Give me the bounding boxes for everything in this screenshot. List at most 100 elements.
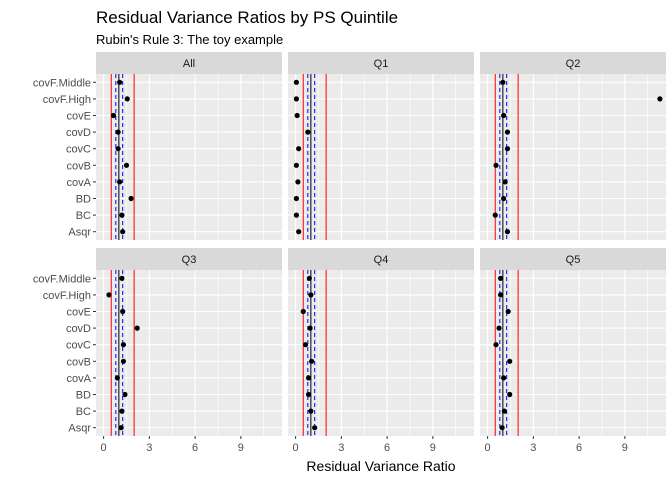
data-point-covF.Middle [117,79,123,85]
data-point-covD [496,325,502,331]
data-point-covA [501,375,507,381]
data-point-covF.High [657,96,663,102]
data-point-covA [502,179,508,185]
y-tick-label: covF.Middle [33,273,91,285]
x-tick-label: 0 [293,442,299,454]
y-tick-label: covE [67,307,91,319]
x-tick-label: 3 [530,442,536,454]
panel-q3: Q3 Asqr BC BD covA covB covC covD covE covF.High c… [33,248,282,454]
y-tick-label: BD [76,390,91,402]
data-point-Asqr [499,425,505,431]
x-tick-label: 9 [430,442,436,454]
panel-strip [480,52,666,74]
y-tick-label: BC [76,210,91,222]
x-tick-label: 0 [101,442,107,454]
data-point-covA [117,179,123,185]
data-point-covD [305,129,311,135]
y-tick-label: covE [67,111,91,123]
data-point-BC [501,408,507,414]
panel-strip-label: Q5 [566,254,581,266]
x-tick-label: 6 [192,442,198,454]
y-tick-label: BD [76,194,91,206]
panel-q1: Q1 [288,52,474,240]
panel-background [288,74,474,240]
data-point-covE [505,308,511,315]
data-point-covB [309,358,315,364]
y-tick-label: Asqr [68,423,91,435]
panel-background [480,270,666,436]
panel-strip-label: Q2 [566,58,581,70]
data-point-covF.High [124,96,130,102]
panel-strip [288,248,474,270]
data-point-covC [120,342,127,348]
data-point-covB [123,162,130,168]
y-tick-label: Asqr [68,227,91,239]
y-tick-label: covF.High [43,290,91,302]
data-point-BD [122,391,128,398]
y-tick-label: covA [67,177,92,189]
panel-q4: Q4 0 3 6 9 [288,248,474,454]
panel-background [288,270,474,436]
y-tick-label: covC [66,340,91,352]
panel-strip [96,52,282,74]
data-point-covA [114,375,120,381]
y-tick-label: covF.Middle [33,77,91,89]
data-point-covD [134,325,140,331]
y-tick-label: BC [76,406,91,418]
data-point-covE [120,308,126,315]
data-point-covE [110,112,117,119]
data-point-covF.High [497,292,504,298]
panel-strip-label: All [183,58,195,70]
data-point-covB [120,358,127,364]
y-tick-label: covA [67,373,92,385]
panel-q2: Q2 [480,52,666,240]
data-point-covF.Middle [500,79,506,85]
y-tick-label: covF.High [43,94,91,106]
x-tick-label: 9 [622,442,628,454]
data-point-covD [115,129,121,135]
data-point-covB [507,358,513,364]
panel-all: All Asqr BC BD covA covB covC covD covE covF.High… [33,52,282,240]
data-point-covC [493,342,499,348]
chart-subtitle: Rubin's Rule 3: The toy example [96,32,283,47]
data-point-covF.Middle [497,275,504,281]
data-point-BD [507,391,513,398]
data-point-BC [492,212,498,218]
data-point-covC [302,342,309,348]
data-point-covE [501,112,507,119]
x-tick-label: 6 [576,442,582,454]
data-point-covB [493,162,499,168]
chart-title: Residual Variance Ratios by PS Quintile [96,8,398,27]
data-point-covE [294,112,300,119]
data-point-BD [305,391,312,398]
data-point-BC [119,212,125,218]
data-point-covC [504,146,511,152]
x-tick-label: 6 [384,442,390,454]
data-point-BC [119,408,125,414]
panel-background [96,270,282,436]
data-point-covA [295,179,301,185]
data-point-BC [308,408,314,414]
data-point-covF.High [106,292,112,298]
data-point-BD [501,195,507,202]
panel-strip [480,248,666,270]
panel-strip-label: Q3 [182,254,197,266]
data-point-BD [128,195,134,202]
data-point-Asqr [312,425,318,431]
data-point-Asqr [118,425,124,431]
data-point-covF.Middle [293,79,299,85]
y-tick-label: covB [67,160,91,172]
data-point-covF.High [293,96,299,102]
panel-strip [96,248,282,270]
data-point-Asqr [120,229,126,235]
x-tick-label: 0 [485,442,491,454]
panel-background [96,74,282,240]
data-point-Asqr [504,229,511,235]
y-tick-label: covB [67,356,91,368]
panel-strip-label: Q4 [374,254,389,266]
data-point-covF.Middle [119,275,125,281]
x-tick-label: 3 [146,442,152,454]
x-tick-label: 9 [238,442,244,454]
data-point-covD [504,129,511,135]
